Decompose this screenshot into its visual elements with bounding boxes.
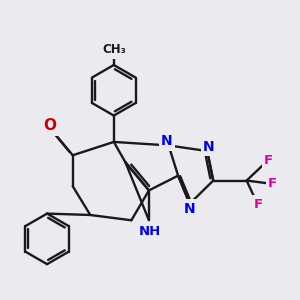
Text: NH: NH <box>139 225 161 238</box>
Text: N: N <box>203 140 215 154</box>
Text: CH₃: CH₃ <box>102 44 126 56</box>
Text: O: O <box>44 118 56 133</box>
Text: F: F <box>268 177 277 190</box>
Text: N: N <box>161 134 173 148</box>
Text: N: N <box>184 202 196 216</box>
Text: F: F <box>264 154 273 167</box>
Text: F: F <box>254 198 263 211</box>
